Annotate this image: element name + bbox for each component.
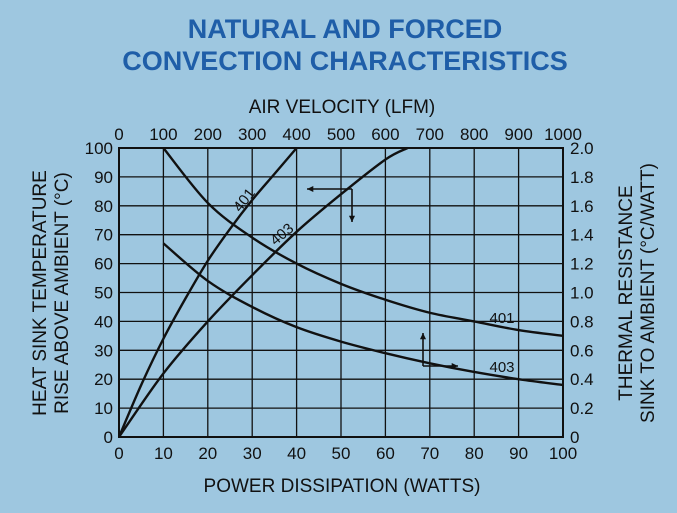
top-tick-label: 0 [114, 125, 123, 144]
left-axis-label-line-1: HEAT SINK TEMPERATURE [30, 170, 51, 416]
arrow-left-upper-head [307, 185, 314, 193]
left-tick-label: 50 [94, 284, 113, 303]
left-tick-label: 30 [94, 341, 113, 360]
top-tick-label: 200 [194, 125, 222, 144]
grid [118, 147, 564, 438]
top-tick-label: 800 [460, 125, 488, 144]
curve-temperature-401 [117, 147, 298, 438]
axis-indicator-arrows [307, 185, 458, 370]
chart-title-line-1: NATURAL AND FORCED [188, 14, 502, 44]
arrow-down-upper-head [348, 215, 356, 222]
right-axis-label: THERMAL RESISTANCE SINK TO AMBIENT (°C/W… [616, 163, 659, 423]
bottom-tick-label: 80 [465, 444, 484, 463]
left-tick-label: 40 [94, 312, 113, 331]
curve-temperature-403 [118, 146, 409, 438]
right-tick-label: 1.2 [570, 255, 594, 274]
bottom-tick-label: 30 [243, 444, 262, 463]
bottom-tick-label: 60 [376, 444, 395, 463]
left-tick-label: 0 [104, 428, 113, 447]
bottom-tick-label: 10 [154, 444, 173, 463]
left-tick-label: 100 [85, 139, 113, 158]
left-tick-label: 20 [94, 370, 113, 389]
curve-label-403: 403 [489, 359, 514, 376]
arrow-up-lower-head [419, 333, 427, 340]
bottom-tick-label: 50 [332, 444, 351, 463]
left-tick-label: 60 [94, 255, 113, 274]
top-axis-label: AIR VELOCITY (LFM) [249, 97, 436, 118]
chart-title-line-2: CONVECTION CHARACTERISTICS [122, 46, 568, 76]
left-tick-label: 80 [94, 197, 113, 216]
bottom-tick-label: 20 [198, 444, 217, 463]
left-axis-label-line-2: RISE ABOVE AMBIENT (°C) [52, 172, 73, 414]
top-tick-label: 600 [371, 125, 399, 144]
right-tick-label: 1.4 [570, 226, 594, 245]
curve-label-401: 401 [489, 310, 514, 327]
right-axis-label-line-2: SINK TO AMBIENT (°C/WATT) [638, 163, 659, 423]
bottom-tick-label: 0 [114, 444, 123, 463]
curve-label-401: 401 [230, 185, 259, 215]
tick-labels: 0 10 20 30 40 50 60 70 80 90 1000 100 200 300 400 500 60… [85, 125, 594, 463]
bottom-tick-label: 70 [420, 444, 439, 463]
bottom-tick-label: 90 [509, 444, 528, 463]
curve-resistance-403 [162, 242, 564, 387]
bottom-tick-label: 100 [549, 444, 577, 463]
right-tick-label: 0.6 [570, 341, 594, 360]
curves [117, 146, 564, 438]
right-tick-label: 1.6 [570, 197, 594, 216]
right-tick-label: 1.8 [570, 168, 594, 187]
left-tick-label: 90 [94, 168, 113, 187]
right-tick-label: 0.2 [570, 399, 594, 418]
top-tick-label: 300 [238, 125, 266, 144]
left-axis-label: HEAT SINK TEMPERATURE RISE ABOVE AMBIENT… [30, 170, 73, 416]
top-tick-label: 100 [149, 125, 177, 144]
right-tick-label: 0 [570, 428, 579, 447]
top-tick-label: 1000 [544, 125, 582, 144]
top-tick-label: 400 [282, 125, 310, 144]
arrow-right-lower-head [451, 362, 458, 370]
top-tick-label: 900 [504, 125, 532, 144]
bottom-axis-label: POWER DISSIPATION (WATTS) [204, 476, 481, 497]
curve-resistance-401 [162, 147, 564, 338]
curve-label-403: 403 [267, 220, 297, 249]
bottom-tick-label: 40 [287, 444, 306, 463]
top-tick-label: 500 [327, 125, 355, 144]
right-axis-label-line-1: THERMAL RESISTANCE [616, 185, 637, 400]
curve-labels: 401 403 401 403 [230, 185, 514, 376]
right-tick-label: 1.0 [570, 284, 594, 303]
left-tick-label: 10 [94, 399, 113, 418]
right-tick-label: 0.4 [570, 370, 594, 389]
left-tick-label: 70 [94, 226, 113, 245]
right-tick-label: 0.8 [570, 312, 594, 331]
top-tick-label: 700 [416, 125, 444, 144]
right-tick-label: 2.0 [570, 139, 594, 158]
